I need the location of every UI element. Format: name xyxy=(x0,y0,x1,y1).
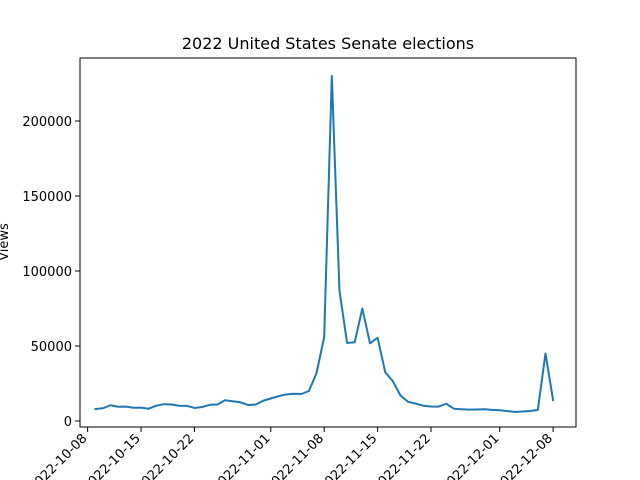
y-tick-label: 150000 xyxy=(22,190,72,205)
y-axis: 0 50000 100000 150000 200000 xyxy=(22,115,80,430)
y-tick-label: 50000 xyxy=(31,340,72,355)
plot-area xyxy=(94,75,555,413)
series-line-0 xyxy=(94,75,555,413)
y-axis-label: Views xyxy=(0,223,12,261)
y-tick-label: 200000 xyxy=(22,115,72,130)
axes-frame xyxy=(79,57,577,428)
y-tick-label: 0 xyxy=(64,415,72,430)
chart-title: 2022 United States Senate elections xyxy=(182,34,474,53)
y-tick-label: 100000 xyxy=(22,265,72,280)
